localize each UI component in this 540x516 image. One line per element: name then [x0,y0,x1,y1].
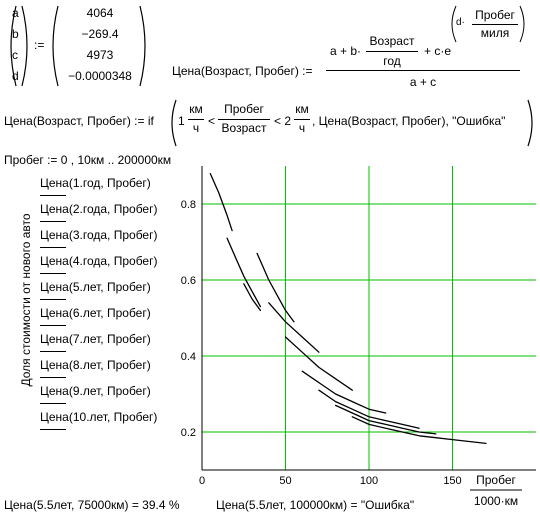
x-tick-label-2: 100 [360,475,378,487]
param-name-b: b [12,27,19,41]
left-paren-names [10,5,17,87]
series-line-4 [256,252,295,323]
result-100000: Цена(5.5лет, 100000км) = "Ошибка" [216,498,415,512]
x-tick-label-1: 50 [279,475,291,487]
series-line-6 [284,336,353,391]
formula2-bar-main [218,119,270,120]
formula2-vozrast: Возраст [221,121,267,135]
legend-item-8: Цена(8.лет, Пробег) [40,358,151,372]
formula1-vozrast: Возраст [369,34,415,48]
legend-line-5 [40,299,66,300]
param-value-d: −0.0000348 [68,69,132,83]
param-assign: := [34,38,45,52]
formula1-num-a: a + b· [330,44,362,58]
y-tick-label-1: 0.4 [181,351,196,363]
legend-item-3: Цена(3.года, Пробег) [40,228,158,242]
formula1-den: a + c [409,75,437,89]
param-name-c: c [12,48,18,62]
param-value-a: 4064 [86,6,114,20]
formula2-tail: , Цена(Возраст, Пробег), "Ошибка" [312,114,506,128]
right-paren-values [139,5,146,87]
chart-grid [202,166,536,470]
y-tick-label-3: 0.8 [181,199,196,211]
formula1-d-dot: d· [456,17,465,28]
legend-line-4 [40,273,66,274]
y-tick-label-2: 0.6 [181,275,196,287]
formula1-god: год [383,54,401,68]
formula1-probeg: Пробег [475,8,515,22]
series-line-3 [243,283,262,312]
formula2-lt2: < 2 [274,114,292,128]
series-line-8 [318,389,420,429]
series-line-7 [301,370,387,414]
param-value-c: 4973 [86,48,114,62]
formula2-lt1: < [208,114,216,128]
exp-left-paren [451,5,457,43]
legend-line-2 [40,221,66,222]
series-line-9 [334,404,437,435]
chart-series [209,172,487,445]
legend-line-6 [40,325,66,326]
chart-ticks: 0 50 100 150 0.2 0.4 0.6 0.8 [181,199,462,487]
y-axis-label: Доля стоимости от нового авто [19,213,33,386]
formula2-probeg: Пробег [224,102,264,116]
right-paren-names [21,5,28,87]
x-tick-label-3: 150 [443,475,461,487]
range-definition: Пробег := 0 , 10км .. 200000км [4,153,172,167]
if-left-paren [171,99,177,147]
legend-line-7 [40,351,66,352]
legend-item-1: Цена(1.год, Пробег) [40,176,151,190]
formula2-ch1: ч [192,121,200,135]
formula2-bar-km1 [188,119,204,120]
formula2-one: 1 [178,114,185,128]
param-value-b: −269.4 [81,27,119,41]
legend-item-5: Цена(5.лет, Пробег) [40,280,151,294]
param-name-d: d [12,69,19,83]
series-line-10 [351,416,487,445]
exp-right-paren [519,5,525,43]
legend-item-7: Цена(7.лет, Пробег) [40,332,151,346]
x-tick-label-0: 0 [199,475,205,487]
legend-line-1 [40,195,66,196]
legend-item-10: Цена(10.лет, Пробег) [40,410,158,424]
legend-line-10 [40,429,66,430]
series-line-2 [226,237,262,308]
formula1-main-bar [326,70,520,71]
formula1-inner-bar1 [366,51,418,52]
formula2-ch2: ч [298,121,306,135]
formula1-lhs: Цена(Возраст, Пробег) := [172,64,313,78]
legend-line-3 [40,247,66,248]
left-paren-values [52,5,59,87]
formula1-inner-bar2 [472,24,518,25]
chart-axes [201,166,536,471]
legend-item-4: Цена(4.года, Пробег) [40,254,158,268]
x-axis-label-num: Пробег [476,473,516,487]
formula1-plus-c: + c·e [424,44,452,58]
legend-item-6: Цена(6.лет, Пробег) [40,306,151,320]
if-right-paren [527,99,533,147]
formula2-km1: км [189,102,203,116]
result-75000: Цена(5.5лет, 75000км) = 39.4 % [4,498,180,512]
y-tick-label-0: 0.2 [181,427,196,439]
formula2-bar-km2 [294,119,310,120]
legend-item-2: Цена(2.года, Пробег) [40,202,158,216]
legend-line-9 [40,403,66,404]
formula2-lhs: Цена(Возраст, Пробег) := if [4,114,154,128]
legend-item-9: Цена(9.лет, Пробег) [40,384,151,398]
legend-line-8 [40,377,66,378]
formula1-milya: миля [480,26,510,40]
formula2-km2: км [295,102,309,116]
x-axis-label-den: 1000·км [474,494,518,508]
series-line-5 [268,302,320,353]
series-line-1 [209,172,233,232]
param-name-a: a [12,6,19,20]
